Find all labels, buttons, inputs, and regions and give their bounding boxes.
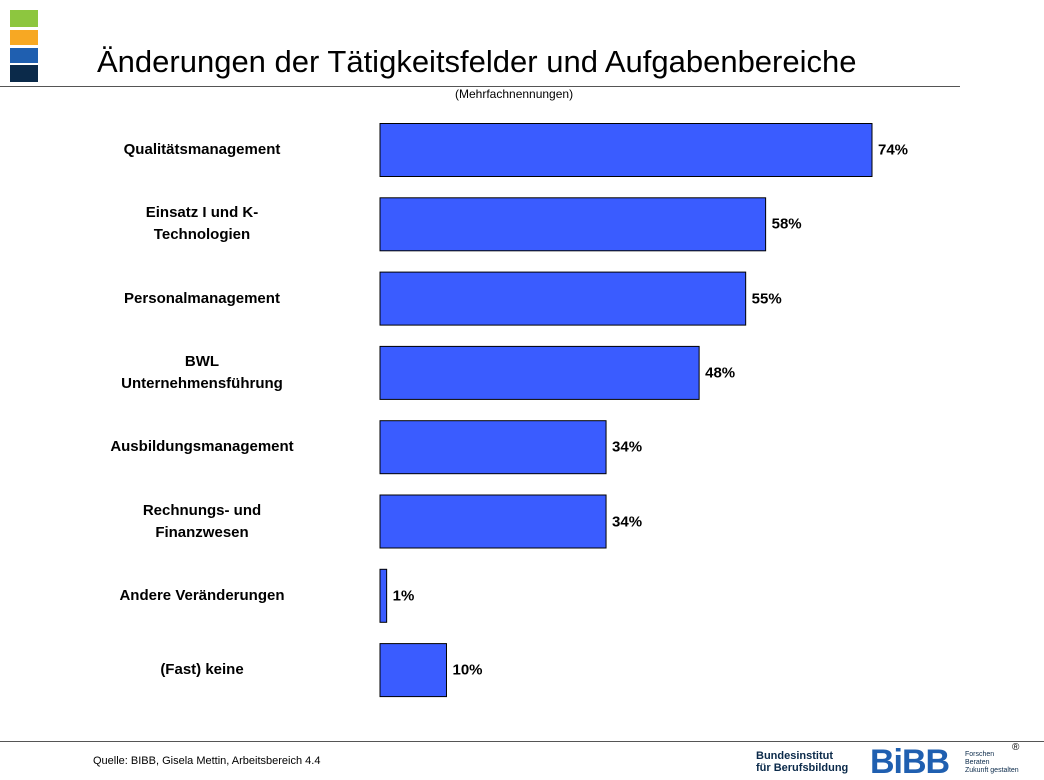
logo: BiBB — [870, 743, 950, 780]
bar — [379, 494, 607, 549]
bar — [379, 643, 447, 698]
color-block — [10, 30, 38, 45]
value-label: 74% — [878, 141, 909, 159]
rule — [0, 741, 1044, 742]
value-label: 34% — [612, 438, 643, 456]
category-label: Andere Veränderungen — [119, 586, 285, 604]
bar — [379, 345, 700, 400]
source: Quelle: BIBB, Gisela Mettin, Arbeitsbere… — [93, 755, 321, 767]
slogan: Forschen Beraten Zukunft gestalten — [965, 751, 1019, 774]
value-label: 1% — [392, 587, 415, 605]
bar — [379, 568, 388, 623]
value-label: 10% — [452, 661, 483, 679]
bar — [379, 420, 607, 475]
color-block — [10, 65, 38, 82]
color-block — [10, 10, 38, 27]
title: Änderungen der Tätigkeitsfelder und Aufg… — [97, 44, 857, 79]
value-label: 48% — [705, 364, 736, 382]
registered: ® — [1012, 742, 1020, 753]
rule — [0, 86, 960, 87]
bar — [379, 271, 747, 326]
category-label: BWL Unternehmensführung — [121, 352, 283, 392]
category-label: Einsatz I und K- Technologien — [145, 204, 259, 244]
bar — [379, 197, 767, 252]
value-label: 34% — [612, 513, 643, 530]
institute: Bundesinstitut für Berufsbildung — [756, 750, 849, 774]
category-label: Qualitätsmanagement — [123, 141, 281, 158]
value-label: 55% — [751, 290, 782, 308]
category-label: (Fast) keine — [160, 661, 244, 679]
bar — [379, 123, 873, 177]
category-label: Rechnungs- und Finanzwesen — [142, 501, 262, 541]
value-label: 58% — [771, 215, 802, 233]
color-block — [10, 48, 38, 63]
category-label: Personalmanagement — [124, 289, 280, 307]
subtitle: (Mehrfachnennungen) — [455, 87, 574, 101]
category-label: Ausbildungsmanagement — [110, 438, 294, 456]
